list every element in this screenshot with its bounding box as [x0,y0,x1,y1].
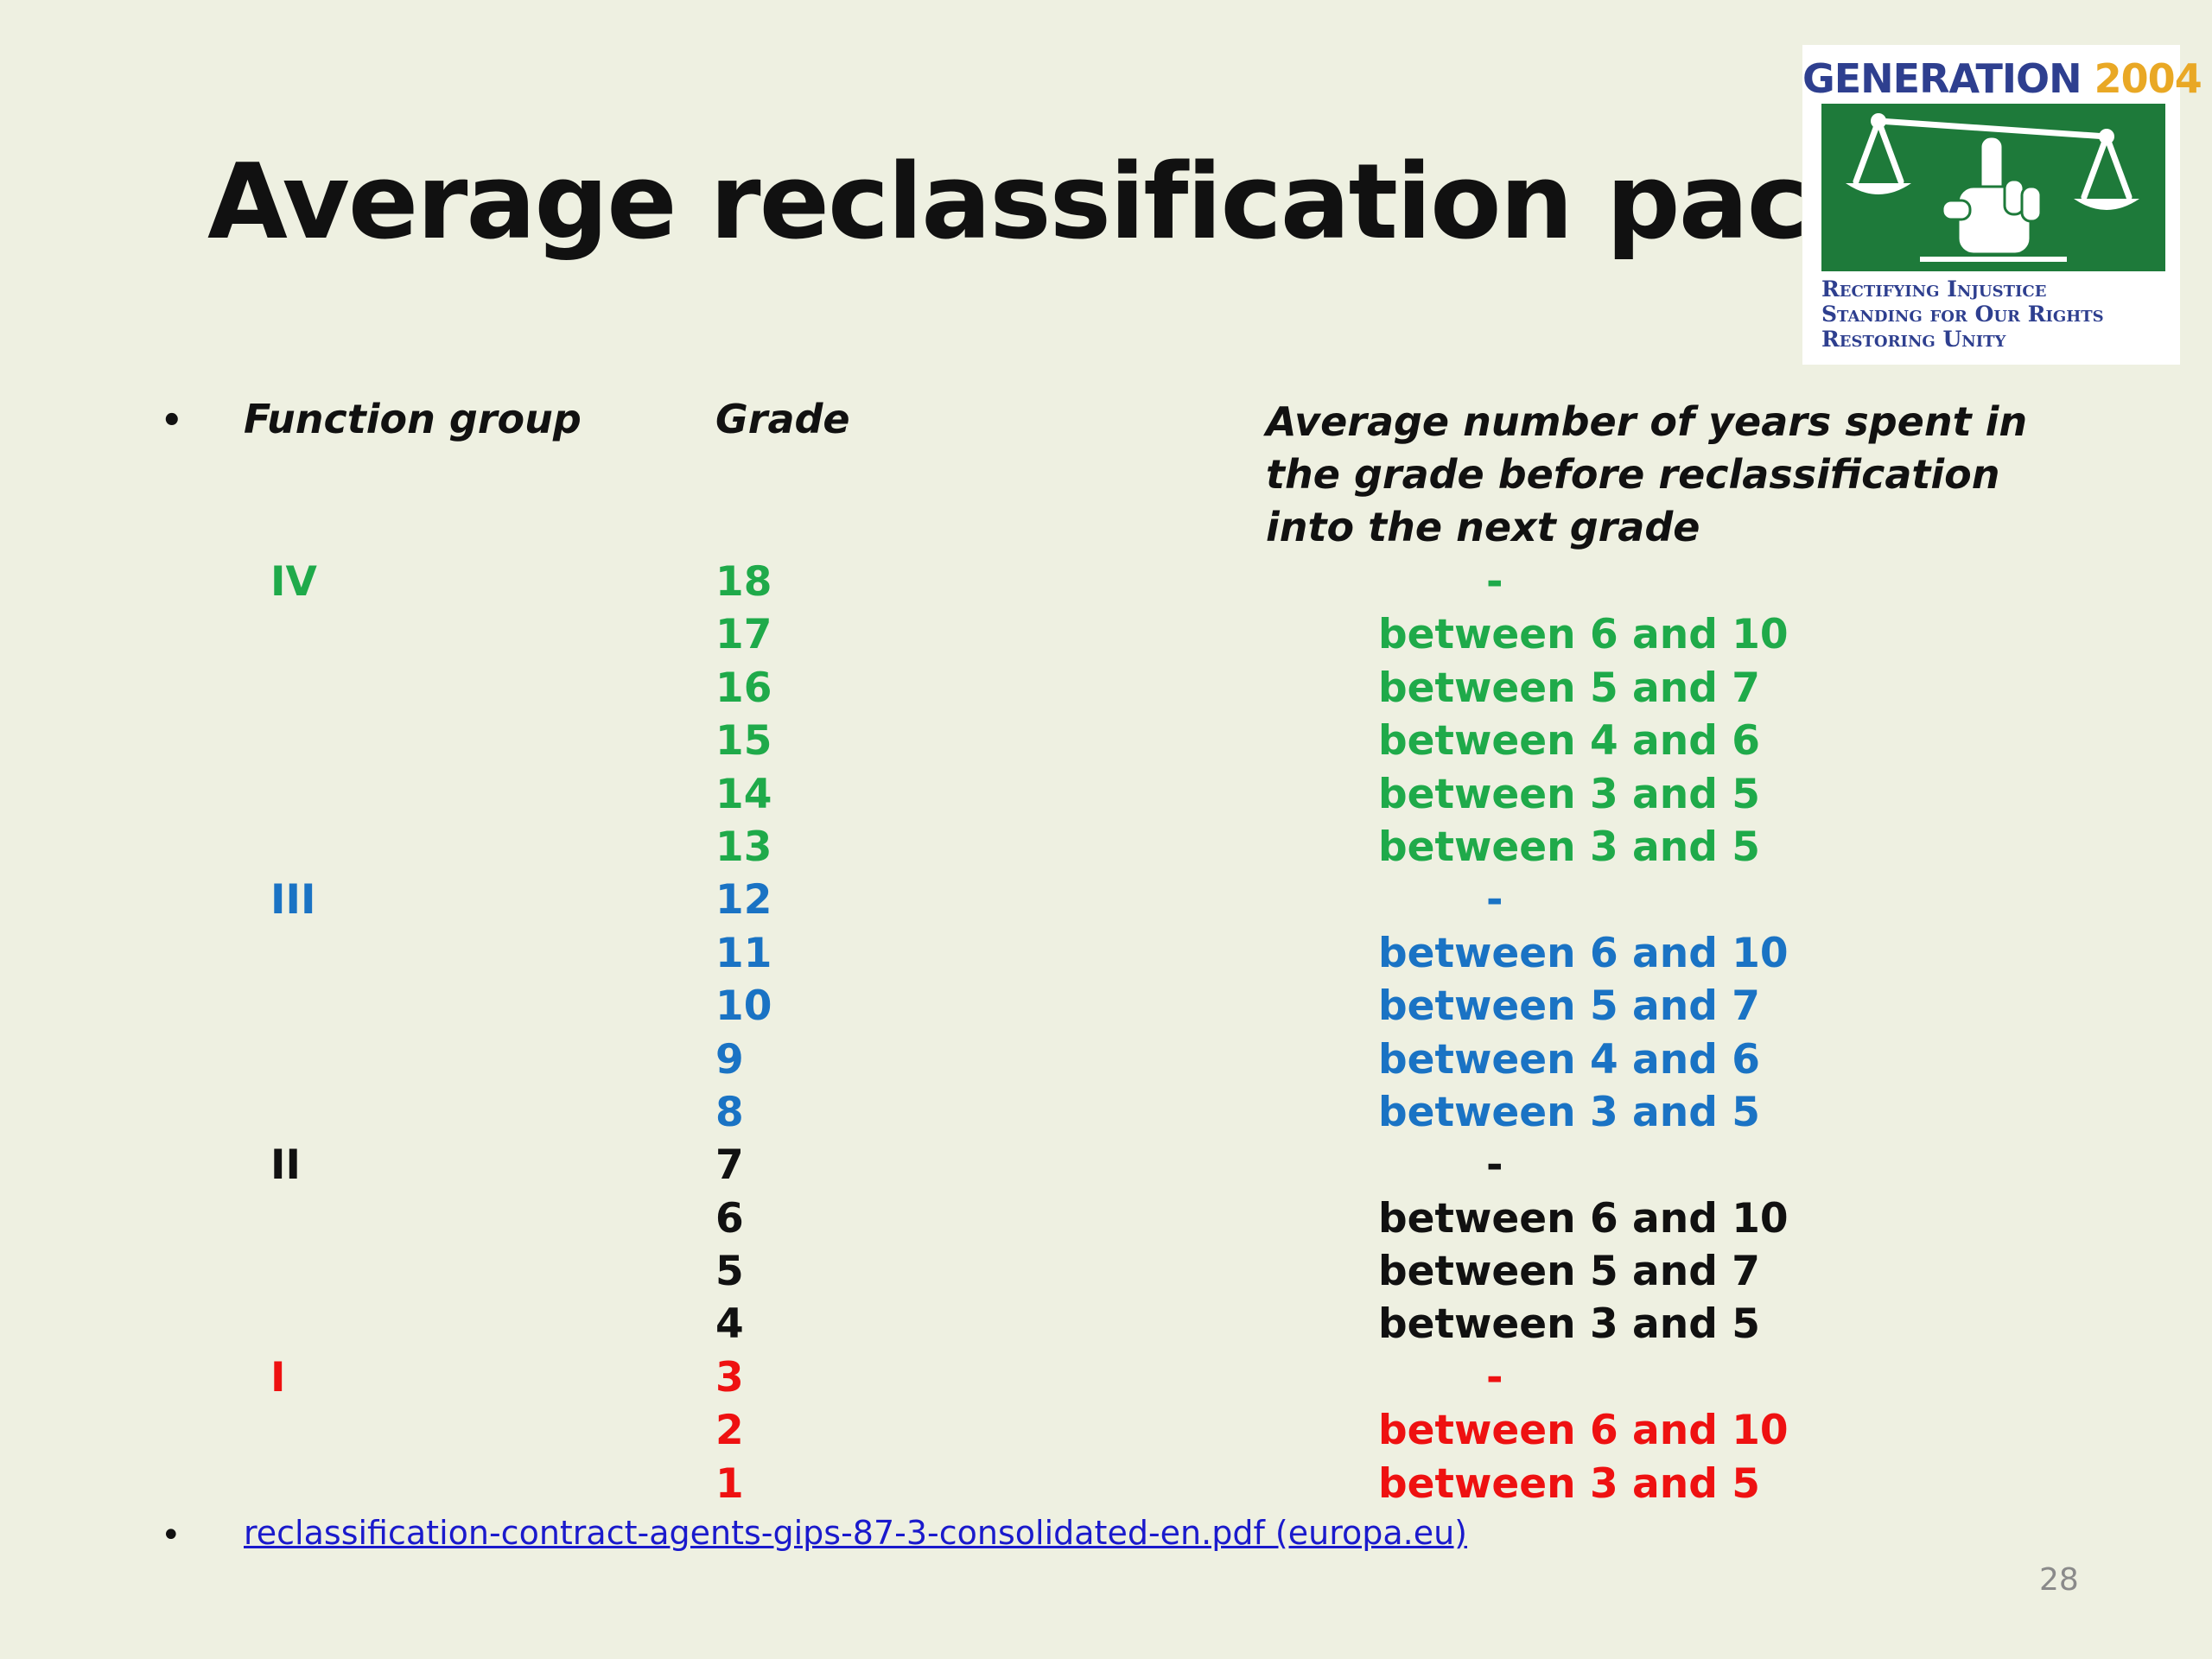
table-row: IV 18 - [0,556,2212,608]
scales-hand-icon [1846,113,2139,262]
grade-cell: 5 [715,1248,744,1296]
grade-cell: 11 [715,929,772,977]
years-cell: between 3 and 5 [1378,823,1760,871]
years-cell: between 3 and 5 [1378,1088,1760,1136]
table-row: I 3 - [0,1351,2212,1404]
table-row: 16 between 5 and 7 [0,662,2212,715]
years-cell: between 3 and 5 [1378,1300,1760,1349]
grade-cell: 8 [715,1088,744,1136]
slide-title: Average reclassification pace [207,143,1877,263]
grade-cell: 12 [715,876,772,925]
table-row: 9 between 4 and 6 [0,1033,2212,1086]
years-cell: between 3 and 5 [1378,770,1760,818]
grade-cell: 4 [715,1300,744,1349]
function-group-cell: III [270,876,316,925]
years-cell: between 6 and 10 [1378,929,1789,977]
grade-cell: 10 [715,982,772,1031]
grade-table: IV 18-17 between 6 and 10 16 between 5 and 7… [0,556,2212,1510]
table-row: 6 between 6 and 10 [0,1192,2212,1245]
page-number: 28 [2039,1562,2079,1598]
table-row: II 7 - [0,1139,2212,1192]
grade-cell: 15 [715,717,772,766]
table-row: 5 between 5 and 7 [0,1245,2212,1298]
table-row: 11 between 6 and 10 [0,927,2212,980]
grade-cell: 16 [715,664,772,712]
grade-cell: 14 [715,770,772,818]
header-grade: Grade [715,396,850,442]
function-group-cell: I [270,1353,286,1402]
logo-emblem-panel [1821,104,2165,271]
table-row: III 12 - [0,874,2212,926]
table-row: 10 between 5 and 7 [0,980,2212,1033]
years-cell: - [1486,1353,1503,1402]
years-cell: between 5 and 7 [1378,982,1760,1031]
logo-tagline-line: Rectifying Injustice [1821,276,2047,302]
table-row: 4 between 3 and 5 [0,1298,2212,1351]
grade-cell: 2 [715,1407,744,1455]
logo-word: GENERATION [1802,55,2082,102]
years-cell: between 3 and 5 [1378,1459,1760,1508]
table-row: 17 between 6 and 10 [0,608,2212,661]
header-function-group: Function group [244,396,582,442]
grade-cell: 6 [715,1194,744,1243]
function-group-cell: IV [270,558,317,606]
table-row: 1 between 3 and 5 [0,1458,2212,1510]
bullet-dot-icon: • [161,1516,181,1555]
bullet-dot-icon: • [161,401,183,441]
years-cell: - [1486,558,1503,606]
years-cell: between 4 and 6 [1378,717,1760,766]
logo-tagline: Rectifying Injustice Standing for Our Ri… [1821,276,2167,352]
years-cell: - [1486,876,1503,925]
source-link[interactable]: reclassification-contract-agents-gips-87… [244,1514,1468,1552]
logo-year: 2004 [2094,55,2202,102]
table-row: 13 between 3 and 5 [0,821,2212,874]
years-cell: between 6 and 10 [1378,1407,1789,1455]
function-group-cell: II [270,1141,301,1190]
years-cell: - [1486,1141,1503,1190]
years-cell: between 5 and 7 [1378,1248,1760,1296]
table-row: 2 between 6 and 10 [0,1404,2212,1457]
grade-cell: 1 [715,1459,744,1508]
generation-2004-logo: GENERATION 2004 R [1802,45,2202,365]
table-row: 14 between 3 and 5 [0,768,2212,821]
logo-tagline-line: Restoring Unity [1821,327,2006,352]
grade-cell: 13 [715,823,772,871]
grade-cell: 3 [715,1353,744,1402]
logo-tagline-line: Standing for Our Rights [1821,302,2104,327]
grade-cell: 18 [715,558,772,606]
header-average-years: Average number of years spent in the gra… [1266,398,2028,550]
years-cell: between 5 and 7 [1378,664,1760,712]
years-cell: between 4 and 6 [1378,1035,1760,1084]
table-row: 8 between 3 and 5 [0,1086,2212,1139]
years-cell: between 6 and 10 [1378,611,1789,659]
grade-cell: 17 [715,611,772,659]
logo-wordmark: GENERATION 2004 [1802,55,2202,102]
years-cell: between 6 and 10 [1378,1194,1789,1243]
grade-cell: 7 [715,1141,744,1190]
table-row: 15 between 4 and 6 [0,715,2212,767]
grade-cell: 9 [715,1035,744,1084]
